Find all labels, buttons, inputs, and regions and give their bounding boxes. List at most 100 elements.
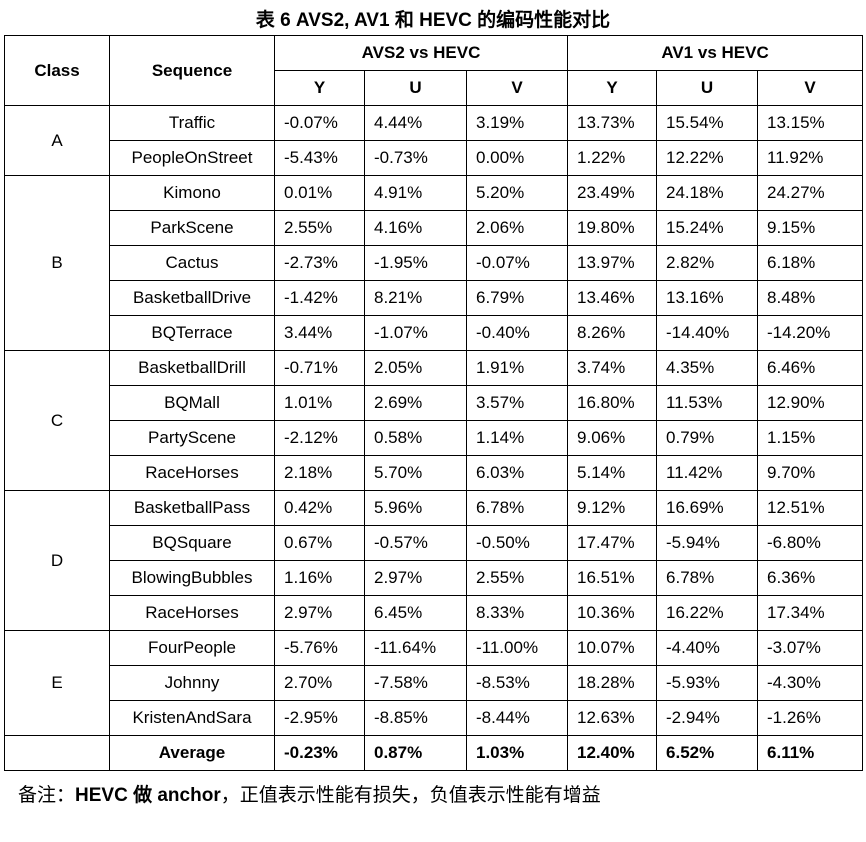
value-cell: 2.69% <box>364 385 467 421</box>
value-cell: -8.44% <box>465 700 569 736</box>
value-cell: 6.46% <box>757 350 864 386</box>
sequence-cell: BlowingBubbles <box>109 560 275 596</box>
table-row: A Traffic -0.07% 4.44% 3.19% 13.73% 15.54% 13.1… <box>4 105 864 176</box>
value-cell: -11.00% <box>465 630 569 666</box>
class-cell: E <box>4 630 110 736</box>
value-cell: 3.74% <box>567 350 658 386</box>
value-cell: -0.57% <box>364 525 467 561</box>
value-cell: 3.19% <box>465 105 569 141</box>
average-label: Average <box>109 735 275 771</box>
header-avs2-vs-hevc: AVS2 vs HEVC <box>273 35 569 71</box>
value-cell: -0.07% <box>274 105 365 141</box>
table-row: Johnny 2.70% -7.58% -8.53% 18.28% -5.93% -4.30… <box>5 665 864 701</box>
header-class: Class <box>4 35 110 106</box>
value-cell: -0.50% <box>465 525 569 561</box>
value-cell: 5.70% <box>364 455 467 491</box>
value-cell: 4.91% <box>364 175 467 211</box>
value-cell: 2.82% <box>656 245 759 281</box>
class-cell: A <box>4 105 110 176</box>
class-cell: D <box>4 490 110 631</box>
value-cell: 9.15% <box>757 210 864 246</box>
value-cell: 6.78% <box>465 490 569 526</box>
header-avs2-y: Y <box>274 70 365 106</box>
average-row: Average -0.23% 0.87% 1.03% 12.40% 6.52% 6.11% <box>4 735 864 771</box>
value-cell: 0.67% <box>274 525 365 561</box>
value-cell: 4.44% <box>364 105 467 141</box>
table-row: BasketballDrive -1.42% 8.21% 6.79% 13.46% 13.… <box>5 280 864 316</box>
table-row: KristenAndSara -2.95% -8.85% -8.44% 12.63% -2… <box>5 700 864 736</box>
value-cell: 6.03% <box>465 455 569 491</box>
value-cell: 12.51% <box>757 490 864 526</box>
table-row: RaceHorses 2.18% 5.70% 6.03% 5.14% 11.42% 9.70… <box>5 455 864 491</box>
value-cell: 3.44% <box>274 315 365 351</box>
sequence-cell: PeopleOnStreet <box>109 140 275 176</box>
header-av1-vs-hevc: AV1 vs HEVC <box>567 35 864 71</box>
sequence-cell: BasketballDrill <box>109 350 275 386</box>
value-cell: 16.80% <box>567 385 658 421</box>
average-value-cell: 1.03% <box>465 735 569 771</box>
value-cell: -14.40% <box>656 315 759 351</box>
value-cell: 15.24% <box>656 210 759 246</box>
value-cell: 6.45% <box>364 595 467 631</box>
header-sequence: Sequence <box>109 35 275 106</box>
value-cell: 1.22% <box>567 140 658 176</box>
class-cell: B <box>4 175 110 351</box>
average-value-cell: 12.40% <box>567 735 658 771</box>
table-row: BQSquare 0.67% -0.57% -0.50% 17.47% -5.94% -6.… <box>5 525 864 561</box>
value-cell: 13.46% <box>567 280 658 316</box>
value-cell: 2.06% <box>465 210 569 246</box>
table-row: PeopleOnStreet -5.43% -0.73% 0.00% 1.22% 12.2… <box>5 140 864 176</box>
header-av1-v: V <box>757 70 864 106</box>
value-cell: -5.93% <box>656 665 759 701</box>
value-cell: 13.15% <box>757 105 864 141</box>
table-row: C BasketballDrill -0.71% 2.05% 1.91% 3.74% 4.3… <box>4 350 864 491</box>
value-cell: 13.97% <box>567 245 658 281</box>
value-cell: 24.27% <box>757 175 864 211</box>
value-cell: -2.95% <box>274 700 365 736</box>
header-avs2-u: U <box>364 70 467 106</box>
value-cell: -2.73% <box>274 245 365 281</box>
value-cell: -11.64% <box>364 630 467 666</box>
value-cell: 2.18% <box>274 455 365 491</box>
header-av1-y: Y <box>567 70 658 106</box>
value-cell: 24.18% <box>656 175 759 211</box>
value-cell: 17.47% <box>567 525 658 561</box>
value-cell: -14.20% <box>757 315 864 351</box>
value-cell: -3.07% <box>757 630 864 666</box>
value-cell: -6.80% <box>757 525 864 561</box>
value-cell: -5.76% <box>274 630 365 666</box>
value-cell: 6.36% <box>757 560 864 596</box>
value-cell: 13.73% <box>567 105 658 141</box>
value-cell: 5.14% <box>567 455 658 491</box>
value-cell: 16.22% <box>656 595 759 631</box>
value-cell: 9.06% <box>567 420 658 456</box>
value-cell: 1.14% <box>465 420 569 456</box>
value-cell: 9.12% <box>567 490 658 526</box>
average-value-cell: 0.87% <box>364 735 467 771</box>
value-cell: 6.79% <box>465 280 569 316</box>
comparison-table: Class Sequence AVS2 vs HEVC AV1 vs HEVC … <box>4 35 864 771</box>
sequence-cell: BasketballPass <box>109 490 275 526</box>
table-row: E FourPeople -5.76% -11.64% -11.00% 10.07% -4.… <box>4 630 864 736</box>
sequence-cell: BasketballDrive <box>109 280 275 316</box>
value-cell: 0.58% <box>364 420 467 456</box>
value-cell: 9.70% <box>757 455 864 491</box>
sequence-cell: Cactus <box>109 245 275 281</box>
value-cell: -1.07% <box>364 315 467 351</box>
table-row: BQTerrace 3.44% -1.07% -0.40% 8.26% -14.40% -1… <box>5 315 864 351</box>
value-cell: 6.18% <box>757 245 864 281</box>
value-cell: -8.53% <box>465 665 569 701</box>
value-cell: 16.69% <box>656 490 759 526</box>
value-cell: 17.34% <box>757 595 864 631</box>
value-cell: 4.35% <box>656 350 759 386</box>
table-row: Cactus -2.73% -1.95% -0.07% 13.97% 2.82% 6.18% <box>5 245 864 281</box>
value-cell: 12.90% <box>757 385 864 421</box>
value-cell: 18.28% <box>567 665 658 701</box>
table-title: 表 6 AVS2, AV1 和 HEVC 的编码性能对比 <box>255 10 611 31</box>
average-value-cell: -0.23% <box>274 735 365 771</box>
value-cell: -7.58% <box>364 665 467 701</box>
value-cell: 12.22% <box>656 140 759 176</box>
note-bold: HEVC 做 anchor <box>75 785 221 806</box>
sequence-cell: RaceHorses <box>109 595 275 631</box>
table-row: PartyScene -2.12% 0.58% 1.14% 9.06% 0.79% 1.15… <box>5 420 864 456</box>
